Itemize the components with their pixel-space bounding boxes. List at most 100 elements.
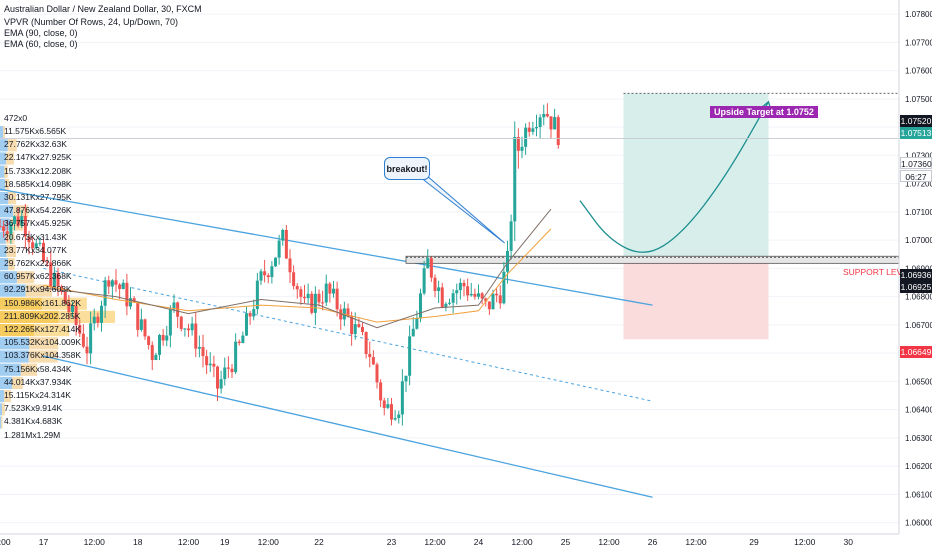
candle-body [230,368,234,373]
candle-body [223,367,227,380]
indicator-ema60[interactable]: EMA (60, close, 0) [4,39,78,49]
vp-bar-down [16,271,35,284]
chart-title: Australian Dollar / New Zealand Dollar, … [4,4,202,14]
candle-body [458,282,462,291]
candle-body [252,309,256,317]
y-tick-label: 1.06700 [905,321,932,330]
candle-body [41,242,46,262]
y-tick-label: 1.07000 [905,236,932,245]
vpvr-row-label: 7.523Kx9.914K [4,403,63,414]
vp-bar-down [13,205,29,218]
indicator-ema90[interactable]: EMA (90, close, 0) [4,28,78,38]
candle-body [244,313,249,336]
candle-body [451,293,455,303]
vp-bar-down [3,126,6,139]
candle-body [143,319,147,337]
vp-bar-up [0,271,17,284]
candle-body [237,341,241,344]
vp-bar-up [0,297,42,310]
vp-bar-down [25,284,52,297]
channel-upper-line [0,188,653,306]
indicator-vpvr[interactable]: VPVR (Number Of Rows, 24, Up/Down, 70) [4,17,179,27]
candle-body [556,117,560,146]
candle-body [78,325,82,334]
vp-bar-down [7,139,17,152]
candle-body [45,261,49,263]
x-tick-label: 12:00 [598,537,620,547]
vpvr-row-label: 29.762Kx22.866K [4,258,72,268]
candle-body [186,328,191,331]
candle-body [89,323,93,354]
candle-body [154,354,158,361]
candle-body [527,127,531,132]
candle-body [63,291,67,304]
candle-body [295,286,299,290]
vp-bar-down [6,244,17,257]
candle-body [81,333,85,347]
vpvr-row-label: 1.281Mx1.29M [4,429,61,440]
candle-body [350,316,354,335]
candle-body [121,282,125,289]
vp-bar-up [0,350,29,363]
upside-target-label[interactable]: Upside Target at 1.0752 [710,106,818,118]
y-tick-label: 1.06500 [905,377,932,386]
candle-body [74,305,78,326]
candle-body [103,280,107,306]
candle-body [484,298,488,302]
candle-body [219,379,223,389]
y-tick-label: 1.06400 [905,406,932,415]
x-tick-label: 12:00 [258,537,280,547]
candle-body [292,272,296,287]
candle-body [118,284,122,289]
price-badge-support-lower: 1.06925 [900,281,932,293]
x-tick-label: 12:00 [424,537,446,547]
vp-bar-up [0,324,34,337]
x-tick-label: 29 [749,537,759,547]
candle-body [9,224,13,234]
candle-body [455,290,459,294]
projection-curve [579,101,770,253]
candle-body [125,282,129,307]
vpvr-row-label: 105.532Kx104.009K [4,337,82,348]
candle-body [205,356,209,366]
candle-body [379,382,383,401]
vpvr-row-label: 47.876Kx54.226K [4,205,72,216]
candle-body [346,308,350,317]
candle-body [393,418,397,420]
candle-body [313,293,317,313]
candle-body [190,323,194,331]
vpvr-row-label: 27.762Kx32.63K [4,139,67,150]
candle-body [85,346,89,354]
candle-body [212,363,216,367]
candle-body [70,305,75,313]
breakout-callout[interactable]: breakout! [384,157,430,180]
vp-bar-up [0,205,14,218]
candle-body [150,344,154,361]
candle-body [299,289,303,297]
candle-body [128,298,133,307]
candle-body [284,229,288,259]
channel-mid-line [43,267,653,402]
y-tick-label: 1.06000 [905,519,932,528]
vp-bar-down [1,416,3,429]
price-badge-high: 1.07513 [900,127,932,139]
candle-body [404,375,408,382]
candle-body [147,336,151,345]
support-level-label[interactable]: SUPPORT LEVEL [843,267,913,277]
candle-body [183,328,187,330]
x-tick-label: 18 [133,537,143,547]
candle-body [415,318,419,329]
candle-body [502,271,506,304]
candle-body [328,283,332,294]
vpvr-row-label: 103.376Kx104.358K [4,350,82,361]
vpvr-row-label: 211.809Kx202.285K [4,310,81,321]
candle-body [2,226,6,232]
vp-bar-down [8,258,15,271]
candle-body [302,296,307,299]
candle-body [505,250,510,272]
candle-body [165,335,169,341]
vp-bar-up [0,337,30,350]
candle-body [360,326,365,332]
